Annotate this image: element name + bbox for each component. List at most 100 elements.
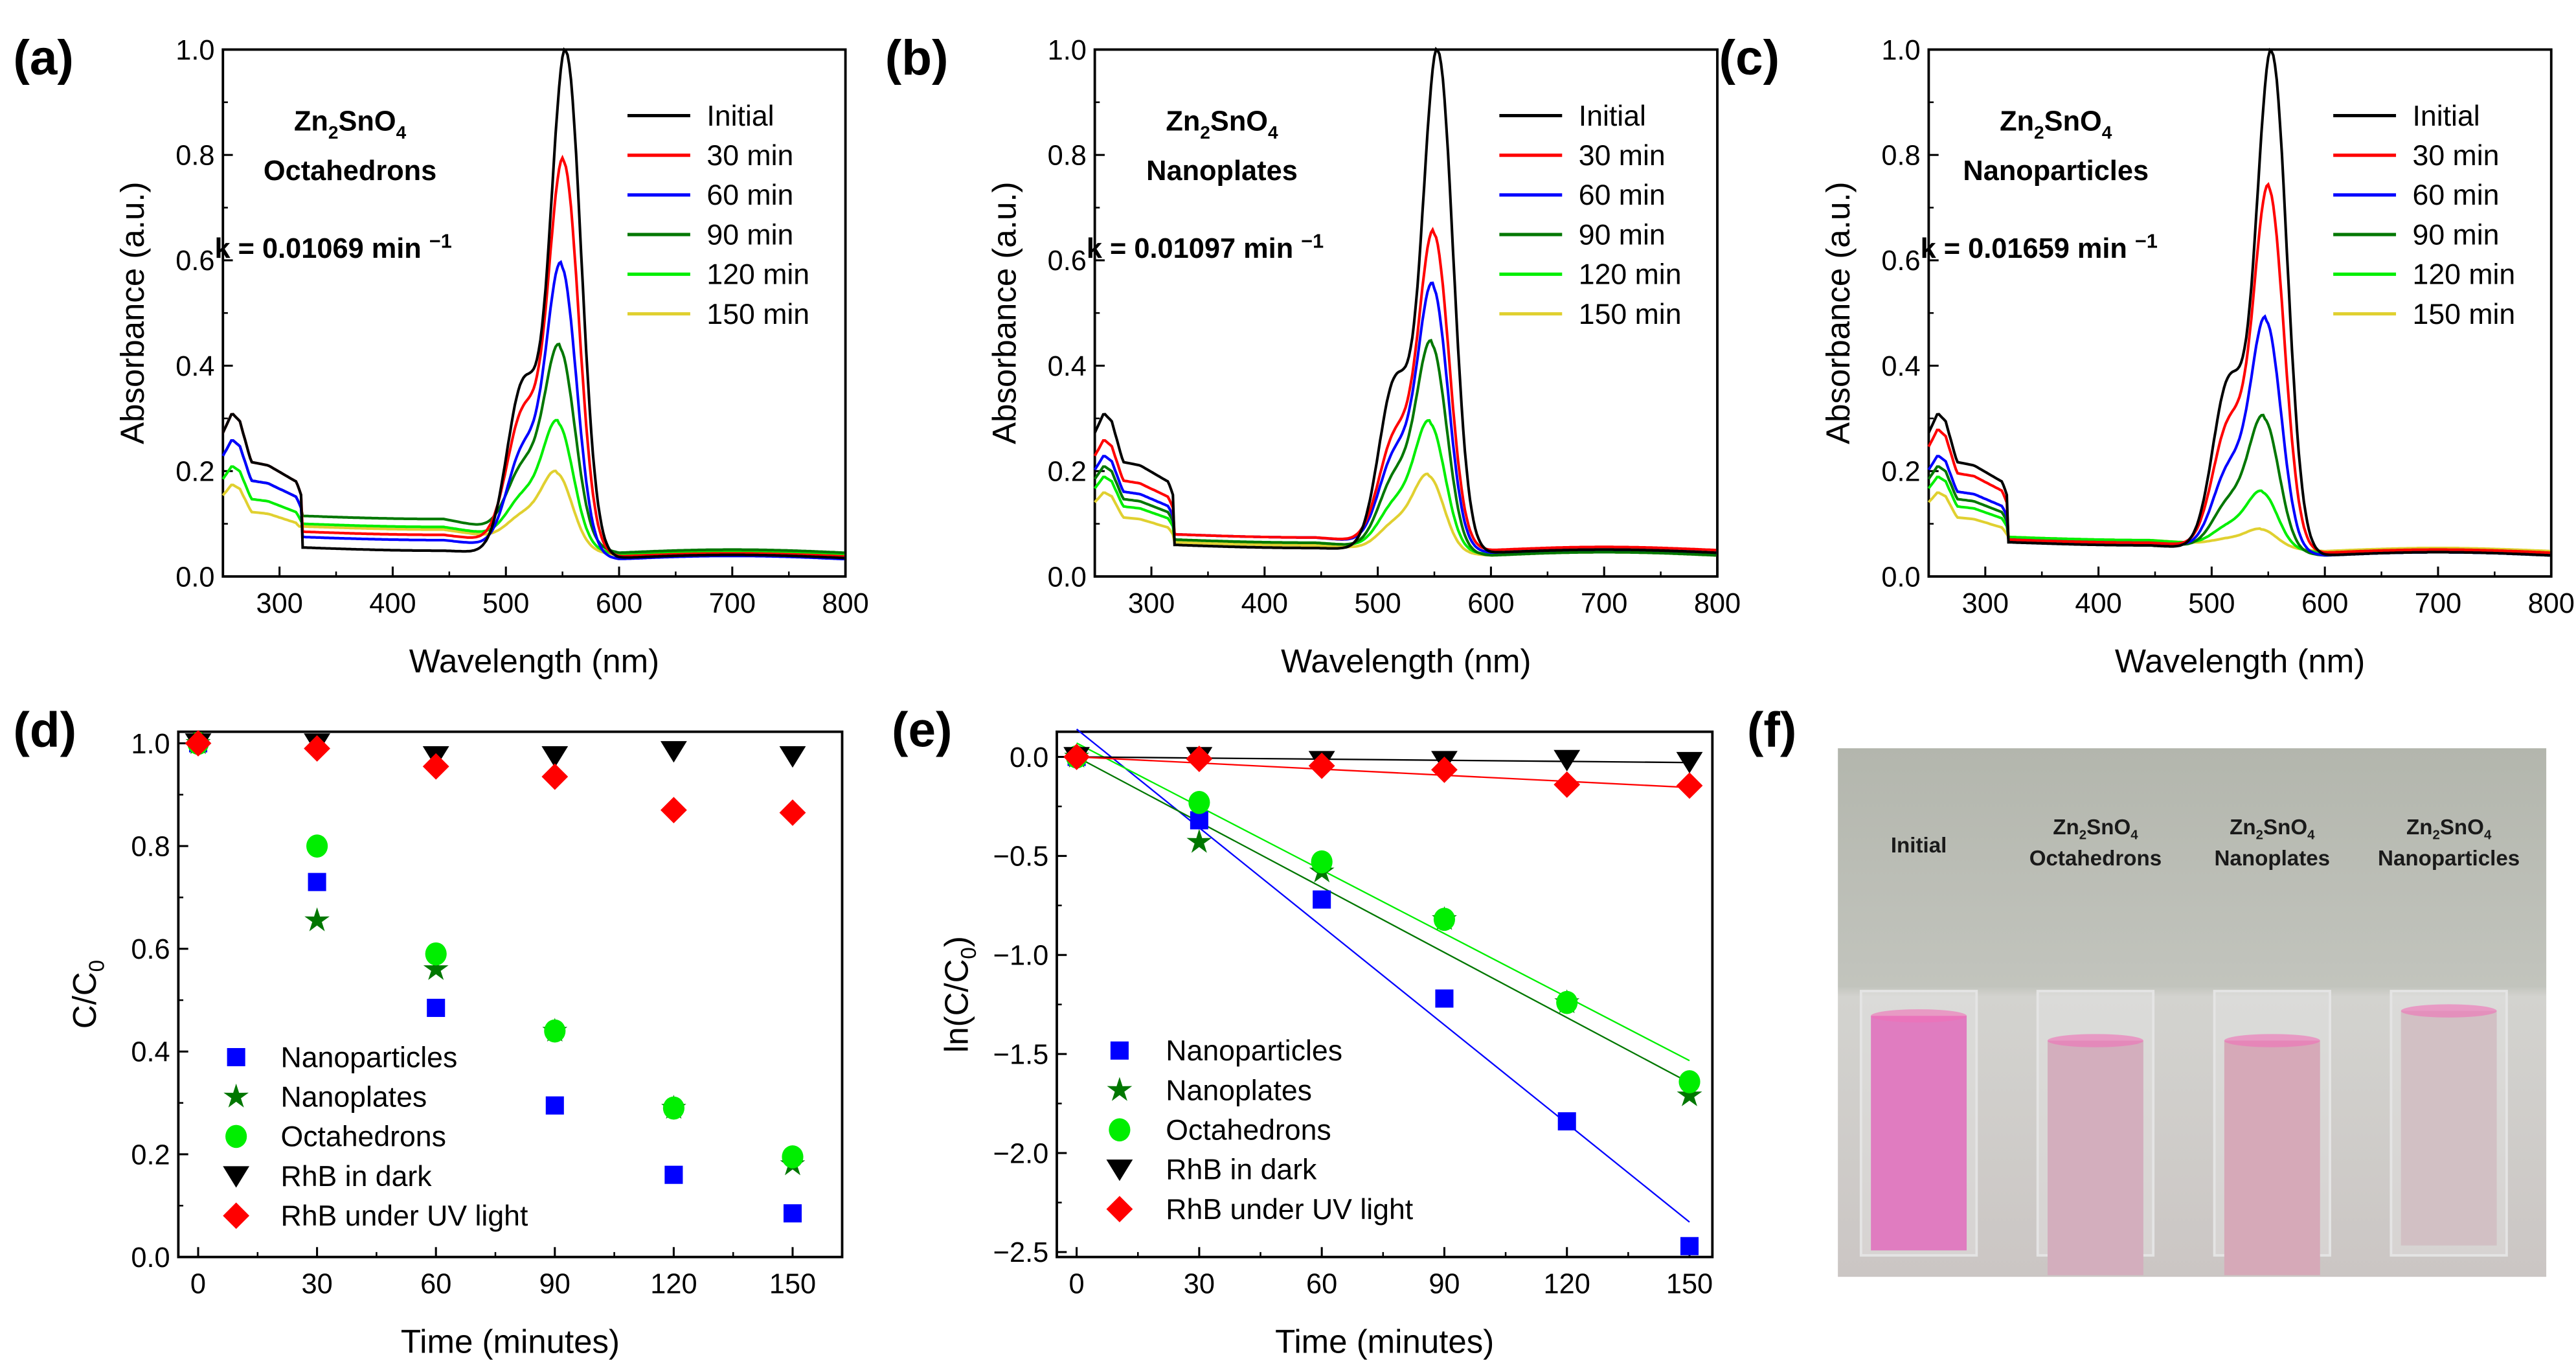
diamond-marker [779,799,806,826]
spectrum-line [221,154,844,558]
square-marker [1190,811,1208,830]
x-tick-label: 500 [482,588,529,619]
diamond-marker [1106,1196,1133,1223]
legend-label: Nanoplates [281,1082,427,1113]
diamond-marker [541,763,569,790]
spectrum-line [1093,339,1717,557]
spectrum-line [1093,47,1717,554]
legend-label: RhB under UV light [1166,1194,1413,1226]
cuvette-label: Nanoplates [2214,847,2330,871]
circle-marker [1556,990,1578,1014]
x-tick-label: 800 [1694,588,1741,619]
diamond-marker [1676,772,1703,799]
x-tick-label: 500 [1354,588,1401,619]
spectrum-line [1927,314,2550,557]
spectrum-panel-b: (b) 300 400 500 600 700 800 0.0 0.2 0.4 0.6 0.8 1.0 W… [885,30,1741,679]
y-tick-label: 0.2 [131,1139,170,1170]
legend-label: 90 min [1579,219,1666,251]
legend-label: Octahedrons [1166,1115,1331,1147]
spectrum-line [221,418,845,556]
x-tick-label: 600 [2301,588,2348,619]
x-axis-label: Wavelength (nm) [409,643,659,679]
x-tick-label: 700 [709,588,756,619]
legend-label: 120 min [1579,259,1682,291]
kinetics-ratio-panel: (d) 0 30 60 90 120 150 0.0 0.2 0.4 0.6 0.8 1.0 Time (… [13,703,844,1360]
legend-label: 60 min [706,179,793,211]
legend-label: Initial [1579,100,1646,132]
x-tick-label: 150 [1666,1269,1713,1300]
triangle-down-marker [541,746,569,768]
circle-marker [306,834,328,858]
x-tick-label: 600 [596,588,642,619]
panel-label: (f) [1747,703,1796,758]
y-axis-label: Absorbance (a.u.) [1820,182,1857,444]
solution [1871,1016,1967,1251]
star-marker [223,1083,249,1108]
meniscus [2401,1004,2497,1018]
cuvette-label: Initial [1891,834,1947,858]
triangle-down-marker [1676,751,1703,773]
panel-label: (b) [885,30,949,86]
y-tick-label: −0.5 [993,841,1049,873]
panel-label: (c) [1719,30,1779,86]
x-tick-label: 700 [1581,588,1627,619]
circle-marker [782,1145,804,1169]
y-tick-label: 0.8 [1881,140,1920,171]
solution [2224,1040,2320,1275]
legend-label: RhB in dark [281,1161,433,1193]
x-tick-label: 0 [1069,1269,1085,1300]
y-axis-label: C/C0 [66,960,109,1029]
rate-constant-label: k = 0.01069 min −1 [215,231,452,264]
y-tick-label: 0.2 [1881,457,1920,488]
material-label: Octahedrons [264,155,436,187]
y-axis-label: ln(C/C0) [938,936,981,1053]
x-tick-label: 60 [1306,1269,1337,1300]
circle-marker [1678,1070,1700,1093]
legend-label: 120 min [2413,259,2516,291]
y-tick-label: 0.0 [1048,562,1087,593]
square-marker [1557,1112,1576,1131]
circle-marker [1188,790,1210,814]
legend-label: RhB under UV light [281,1200,528,1232]
spectrum-panel-a: (a) 300 400 500 600 700 800 0.0 0.2 0.4 0.6 0.8 1.0 W… [13,30,868,679]
y-tick-label: 0.6 [1881,245,1920,277]
x-tick-label: 300 [1128,588,1175,619]
spectrum-line [1093,227,1717,552]
y-tick-label: 1.0 [1048,35,1087,66]
spectrum-line [1094,472,1717,557]
panel-label: (d) [13,703,76,758]
spectrum-line [221,469,844,557]
legend-label: Initial [2413,100,2480,132]
rate-constant-label: k = 0.01659 min −1 [1921,231,2158,264]
y-tick-label: 0.4 [131,1037,170,1068]
y-tick-label: 0.6 [131,934,170,965]
star-marker [423,955,449,980]
legend-label: Initial [706,100,774,132]
y-tick-label: 1.0 [131,729,170,760]
star-marker [1186,828,1212,853]
legend-label: 90 min [706,219,793,251]
fit-line [1076,756,1690,1084]
circle-marker [1311,850,1333,874]
meniscus [2048,1034,2143,1047]
rate-constant-label: k = 0.01097 min −1 [1087,231,1324,264]
x-tick-label: 150 [769,1269,816,1300]
legend-label: 150 min [2413,299,2516,330]
fit-line [1076,742,1690,1062]
x-tick-label: 120 [1544,1269,1590,1300]
x-tick-label: 400 [2075,588,2121,619]
material-label: Nanoplates [1146,155,1298,187]
triangle-down-marker [661,741,687,763]
x-axis-label: Wavelength (nm) [2115,643,2365,679]
x-tick-label: 300 [1962,588,2009,619]
legend-label: 30 min [706,140,793,172]
y-tick-label: 0.0 [1881,562,1920,593]
y-axis-label: Absorbance (a.u.) [114,182,151,444]
circle-marker [225,1125,247,1148]
x-tick-label: 800 [822,588,868,619]
square-marker [427,998,446,1017]
square-marker [664,1165,683,1184]
triangle-down-marker [223,1166,250,1188]
x-tick-label: 30 [301,1269,332,1300]
